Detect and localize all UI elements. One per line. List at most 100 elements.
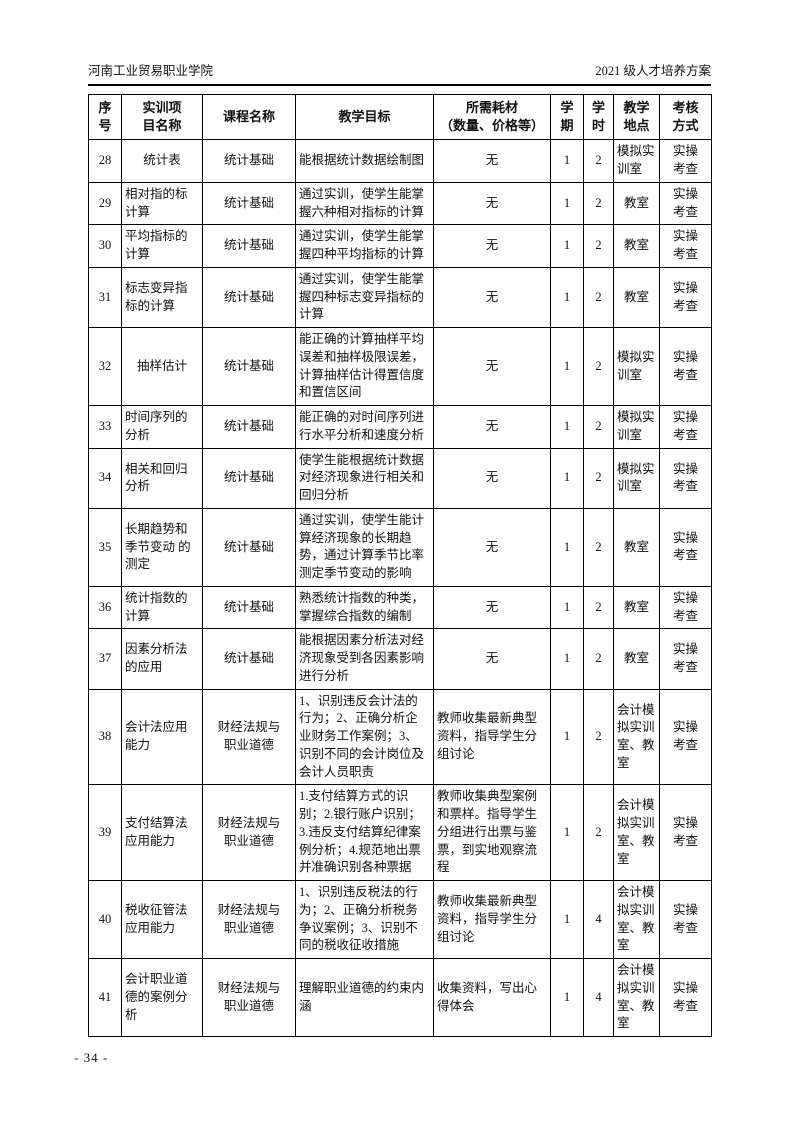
- cell-location: 模拟实训室: [613, 139, 660, 183]
- cell-no: 33: [88, 405, 122, 449]
- cell-semester: 1: [550, 507, 584, 587]
- table-row: 30 平均指标的计算 统计基础 通过实训，使学生能掌握四种平均指标的计算无 1 2 教室 实操…: [88, 224, 712, 268]
- table-header: 序 号 实训项 目名称 课程名称 教学目标 所需耗材 （数量、价格等） 学 期 …: [88, 93, 712, 141]
- col-header-course: 课程名称: [202, 93, 296, 141]
- cell-materials: 无: [433, 327, 551, 407]
- page-number: - 34 -: [74, 1050, 109, 1066]
- cell-assessment: 实操考查: [659, 139, 712, 183]
- table-body: 28 统计表 统计基础 能根据统计数据绘制图无 1 2 模拟实训室 实操考查 29 相对指的标计算…: [88, 139, 712, 1038]
- cell-no: 36: [88, 585, 122, 630]
- cell-project: 抽样估计: [121, 327, 203, 407]
- cell-semester: 1: [550, 139, 584, 183]
- cell-hours: 2: [583, 139, 614, 183]
- cell-no: 38: [88, 688, 122, 786]
- cell-project: 税收征管法应用能力: [121, 880, 203, 960]
- cell-hours: 2: [583, 507, 614, 587]
- cell-hours: 2: [583, 688, 614, 786]
- cell-hours: 2: [583, 628, 614, 690]
- cell-course: 统计基础: [202, 224, 296, 268]
- table-row: 40 税收征管法应用能力 财经法规与职业道德 1、识别违反税法的行为；2、正确分析税务…: [88, 880, 712, 960]
- cell-course: 财经法规与职业道德: [202, 784, 296, 882]
- cell-no: 40: [88, 880, 122, 960]
- cell-goal: 1、识别违反税法的行为；2、正确分析税务争议案例；3、识别不同的税收征收措施: [295, 880, 434, 960]
- table-row: 31 标志变异指标的计算 统计基础 通过实训，使学生能掌握四种标志变异指标的计算无 1 2…: [88, 266, 712, 329]
- col-header-assessment: 考核 方式: [659, 93, 712, 141]
- cell-goal: 通过实训，使学生能掌握四种标志变异指标的计算: [295, 266, 434, 329]
- cell-semester: 1: [550, 405, 584, 449]
- cell-location: 教室: [613, 507, 660, 587]
- cell-hours: 4: [583, 958, 614, 1038]
- cell-course: 统计基础: [202, 327, 296, 407]
- cell-assessment: 实操考查: [659, 327, 712, 407]
- cell-project: 相对指的标计算: [121, 181, 203, 226]
- cell-project: 标志变异指标的计算: [121, 266, 203, 329]
- col-header-materials: 所需耗材 （数量、价格等）: [433, 93, 551, 141]
- cell-semester: 1: [550, 224, 584, 268]
- table-row: 28 统计表 统计基础 能根据统计数据绘制图无 1 2 模拟实训室 实操考查: [88, 139, 712, 183]
- cell-course: 财经法规与职业道德: [202, 688, 296, 786]
- cell-course: 统计基础: [202, 628, 296, 690]
- cell-location: 会计模拟实训室、教室: [613, 784, 660, 882]
- cell-project: 相关和回归分析: [121, 447, 203, 509]
- cell-assessment: 实操考查: [659, 628, 712, 690]
- cell-location: 教室: [613, 628, 660, 690]
- cell-project: 支付结算法应用能力: [121, 784, 203, 882]
- cell-goal: 通过实训，使学生能掌握六种相对指标的计算: [295, 181, 434, 226]
- cell-assessment: 实操考查: [659, 880, 712, 960]
- cell-assessment: 实操考查: [659, 784, 712, 882]
- cell-goal: 1.支付结算方式的识别；2.银行账户识别；3.违反支付结算纪律案例分析；4.规范…: [295, 784, 434, 882]
- col-header-location: 教学 地点: [613, 93, 660, 141]
- cell-semester: 1: [550, 447, 584, 509]
- cell-no: 29: [88, 181, 122, 226]
- cell-no: 28: [88, 139, 122, 183]
- cell-goal: 1、识别违反会计法的行为；2、正确分析企业财务工作案例；3、识别不同的会计岗位及…: [295, 688, 434, 786]
- cell-assessment: 实操考查: [659, 688, 712, 786]
- cell-hours: 2: [583, 784, 614, 882]
- cell-materials: 无: [433, 585, 551, 630]
- cell-materials: 教师收集最新典型资料，指导学生分组讨论: [433, 880, 551, 960]
- cell-semester: 1: [550, 784, 584, 882]
- cell-location: 教室: [613, 224, 660, 268]
- cell-assessment: 实操考查: [659, 266, 712, 329]
- table-row: 39 支付结算法应用能力 财经法规与职业道德 1.支付结算方式的识别；2.银行账户识别…: [88, 784, 712, 882]
- cell-assessment: 实操考查: [659, 405, 712, 449]
- cell-materials: 无: [433, 628, 551, 690]
- cell-hours: 2: [583, 181, 614, 226]
- cell-materials: 无: [433, 139, 551, 183]
- cell-no: 31: [88, 266, 122, 329]
- cell-materials: 无: [433, 266, 551, 329]
- col-header-no: 序 号: [88, 93, 122, 141]
- cell-materials: 无: [433, 405, 551, 449]
- cell-location: 教室: [613, 181, 660, 226]
- cell-no: 32: [88, 327, 122, 407]
- table-row: 38 会计法应用能力 财经法规与职业道德 1、识别违反会计法的行为；2、正确分析企业财…: [88, 688, 712, 786]
- cell-no: 34: [88, 447, 122, 509]
- cell-hours: 2: [583, 266, 614, 329]
- cell-course: 统计基础: [202, 447, 296, 509]
- cell-goal: 通过实训，使学生能计算经济现象的长期趋势，通过计算季节比率测定季节变动的影响: [295, 507, 434, 587]
- page-header: 河南工业贸易职业学院 2021 级人才培养方案: [88, 60, 711, 86]
- training-projects-table: 序 号 实训项 目名称 课程名称 教学目标 所需耗材 （数量、价格等） 学 期 …: [88, 93, 712, 1038]
- cell-assessment: 实操考查: [659, 507, 712, 587]
- cell-materials: 教师收集最新典型资料，指导学生分组讨论: [433, 688, 551, 786]
- cell-hours: 2: [583, 327, 614, 407]
- cell-assessment: 实操考查: [659, 224, 712, 268]
- cell-course: 统计基础: [202, 585, 296, 630]
- cell-goal: 能根据因素分析法对经济现象受到各因素影响进行分析: [295, 628, 434, 690]
- col-header-semester: 学 期: [550, 93, 584, 141]
- cell-goal: 能正确的计算抽样平均误差和抽样极限误差，计算抽样估计得置信度和置信区间: [295, 327, 434, 407]
- cell-location: 教室: [613, 266, 660, 329]
- cell-hours: 2: [583, 585, 614, 630]
- cell-hours: 2: [583, 224, 614, 268]
- cell-goal: 通过实训，使学生能掌握四种平均指标的计算: [295, 224, 434, 268]
- cell-course: 统计基础: [202, 266, 296, 329]
- cell-no: 37: [88, 628, 122, 690]
- cell-materials: 无: [433, 181, 551, 226]
- cell-location: 会计模拟实训室、教室: [613, 958, 660, 1038]
- cell-project: 统计指数的计算: [121, 585, 203, 630]
- cell-location: 会计模拟实训室、教室: [613, 688, 660, 786]
- table-row: 29 相对指的标计算 统计基础 通过实训，使学生能掌握六种相对指标的计算无 1 2 教室 实操…: [88, 181, 712, 226]
- cell-assessment: 实操考查: [659, 181, 712, 226]
- cell-materials: 教师收集典型案例和票样。指导学生分组进行出票与鉴票，到实地观察流程: [433, 784, 551, 882]
